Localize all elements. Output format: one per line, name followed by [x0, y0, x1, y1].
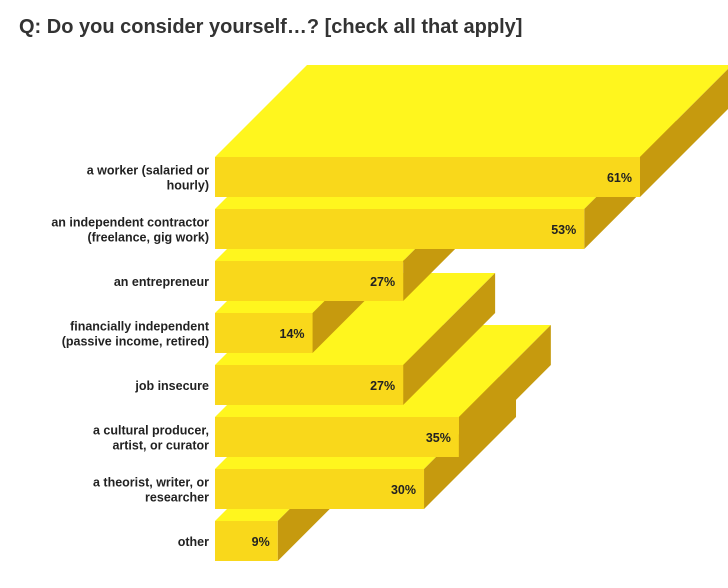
category-label: researcher [145, 491, 209, 505]
bar-4 [215, 273, 496, 405]
category-label: a worker (salaried or [87, 164, 209, 178]
category-label: job insecure [134, 379, 209, 393]
bar-front-face [215, 313, 313, 353]
bar-side-face [640, 69, 728, 197]
category-label: (passive income, retired) [62, 335, 209, 349]
value-label: 53% [551, 223, 576, 237]
bar-front-face [215, 469, 425, 509]
question-title: Q: Do you consider yourself…? [check all… [19, 16, 523, 38]
category-label: financially independent [70, 320, 210, 334]
category-label: (freelance, gig work) [87, 231, 209, 245]
value-label: 35% [426, 431, 451, 445]
category-label: an entrepreneur [114, 275, 209, 289]
bar-side-face [403, 273, 496, 405]
value-label: 61% [607, 171, 632, 185]
bar-front-face [215, 521, 278, 561]
category-label: a theorist, writer, or [93, 476, 209, 490]
bar-front-face [215, 209, 585, 249]
bar-front-face [215, 417, 459, 457]
value-label: 27% [370, 275, 395, 289]
bar-top-face [215, 65, 728, 157]
category-label: an independent contractor [51, 216, 209, 230]
bar-front-face [215, 157, 640, 197]
bar-front-face [215, 261, 404, 301]
bars-group [215, 65, 728, 561]
bar-front-face [215, 365, 404, 405]
bar-side-face [458, 325, 551, 457]
value-label: 14% [280, 327, 305, 341]
bar-0 [215, 65, 728, 197]
category-label: other [178, 535, 209, 549]
category-label: hourly) [167, 179, 209, 193]
value-label: 27% [370, 379, 395, 393]
value-label: 9% [252, 535, 270, 549]
category-label: a cultural producer, [93, 424, 209, 438]
category-label: artist, or curator [112, 439, 209, 453]
value-label: 30% [391, 483, 416, 497]
labels-group: 9% other 30% a theorist, writer, orresearch… [51, 164, 632, 550]
